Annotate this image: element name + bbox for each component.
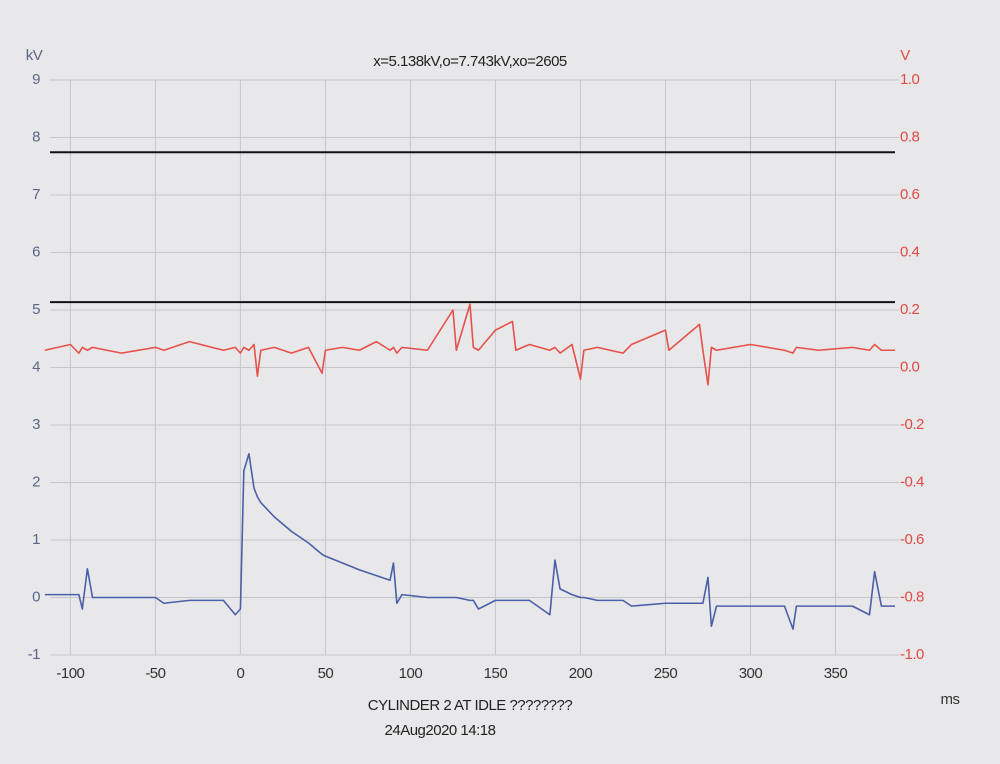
y2-tick-label: -0.6 [900,531,924,548]
x-tick-label: 350 [824,665,848,682]
x-tick-label: 200 [569,665,593,682]
x-tick-label: 100 [399,665,423,682]
y-tick-label: 1 [32,531,40,548]
x-tick-label: 250 [654,665,678,682]
y2-axis-label: V [900,47,910,64]
y2-tick-label: 0.0 [900,358,920,375]
series-line [44,303,895,386]
y2-tick-label: 0.2 [900,301,920,318]
y2-tick-label: -0.2 [900,416,924,433]
y-tick-label: 0 [32,588,40,605]
x-tick-label: 0 [237,665,245,682]
series-line [44,452,895,630]
x-tick-label: -50 [145,665,165,682]
y-tick-label: 6 [32,243,40,260]
y-tick-label: -1 [28,646,40,663]
x-tick-label: -100 [56,665,84,682]
y2-tick-label: -1.0 [900,646,924,663]
x-axis-label: ms [941,691,960,708]
y2-tick-label: 0.4 [900,243,920,260]
y-tick-label: 3 [32,416,40,433]
x-tick-label: 150 [484,665,508,682]
y2-tick-label: 1.0 [900,71,920,88]
footer-text: 24Aug2020 14:18 [385,722,496,739]
y-tick-label: 4 [32,358,40,375]
y-tick-label: 2 [32,473,40,490]
y2-tick-label: -0.4 [900,473,924,490]
footer-text: CYLINDER 2 AT IDLE ???????? [368,697,573,714]
y-tick-label: 9 [32,71,40,88]
y-tick-label: 5 [32,301,40,318]
chart-title: x=5.138kV,o=7.743kV,xo=2605 [373,53,567,70]
y2-tick-label: -0.8 [900,588,924,605]
y-tick-label: 8 [32,128,40,145]
y-tick-label: 7 [32,186,40,203]
y-axis-label: kV [26,47,43,64]
y2-tick-label: 0.8 [900,128,920,145]
y2-tick-label: 0.6 [900,186,920,203]
x-tick-label: 300 [739,665,763,682]
x-tick-label: 50 [318,665,334,682]
